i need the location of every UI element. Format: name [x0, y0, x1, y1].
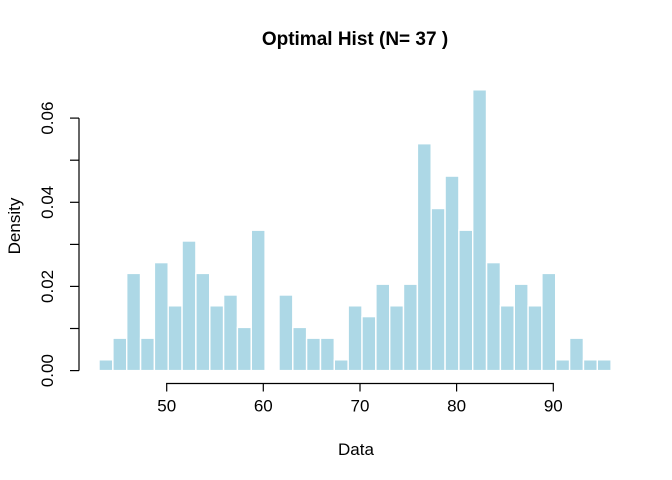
x-axis-label: Data	[338, 440, 374, 459]
histogram-bar	[513, 283, 529, 372]
histogram-bar	[375, 283, 391, 372]
histogram-bar	[333, 359, 349, 372]
histogram-bar	[361, 315, 377, 372]
histogram-bar	[236, 326, 252, 372]
histogram-bar	[499, 305, 515, 372]
y-axis: 0.00 0.02 0.04 0.06	[38, 102, 80, 387]
histogram-bar	[541, 272, 557, 372]
x-tick-label: 60	[254, 397, 273, 416]
histogram-bar	[389, 305, 405, 372]
histogram-bar	[485, 261, 502, 372]
histogram-bar	[222, 294, 239, 372]
x-tick-label: 80	[447, 397, 466, 416]
x-tick-label: 70	[351, 397, 370, 416]
histogram-bar	[278, 294, 294, 372]
chart-title: Optimal Hist (N= 37 )	[262, 29, 448, 50]
histogram-bar	[181, 240, 197, 372]
histogram-bar	[568, 337, 585, 372]
histogram-bar	[596, 359, 612, 372]
histogram-bar	[347, 305, 363, 372]
histogram-bar	[416, 142, 432, 372]
histogram-bar	[195, 272, 211, 372]
histogram-bar	[139, 337, 156, 372]
y-axis-label: Density	[5, 197, 24, 254]
histogram-bar	[458, 229, 474, 372]
histogram-bar	[250, 229, 266, 372]
y-tick-label: 0.06	[38, 102, 57, 135]
histogram-bar	[472, 89, 488, 372]
histogram-bar	[430, 207, 446, 372]
y-tick-label: 0.00	[38, 354, 57, 387]
histogram-bar	[555, 359, 571, 372]
histogram-bar	[209, 305, 225, 372]
histogram-bar	[292, 326, 308, 372]
histogram-bar	[125, 272, 142, 372]
histogram-bar	[319, 337, 336, 372]
histogram-bar	[444, 175, 460, 372]
bars-group	[98, 89, 612, 372]
y-tick-label: 0.04	[38, 186, 57, 219]
histogram-bar	[402, 283, 419, 372]
x-tick-label: 50	[157, 397, 176, 416]
y-tick-label: 0.02	[38, 270, 57, 303]
histogram-bar	[582, 359, 599, 372]
histogram-bar	[153, 261, 169, 372]
x-axis: 50 60 70 80 90	[157, 382, 563, 416]
x-tick-label: 90	[544, 397, 563, 416]
histogram-bar	[305, 337, 322, 372]
histogram-bar	[112, 337, 128, 372]
histogram-bar	[527, 305, 543, 372]
histogram-bar	[167, 305, 183, 372]
histogram-bar	[98, 359, 114, 372]
